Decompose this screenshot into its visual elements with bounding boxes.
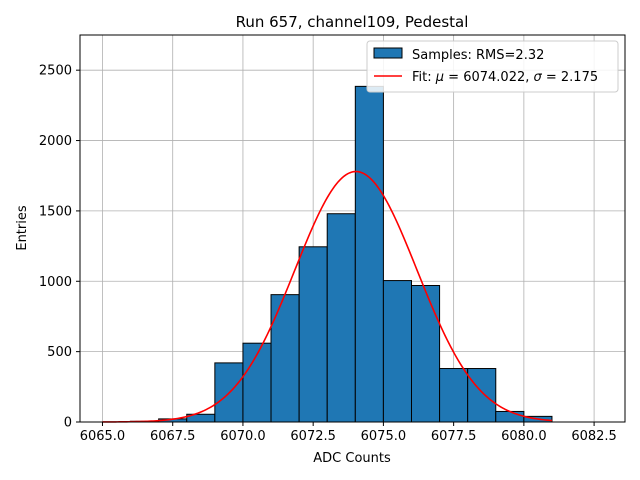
histogram-bar-5 (270, 294, 300, 423)
histogram-bar-10 (410, 284, 441, 423)
histogram-bar-7 (326, 213, 356, 423)
y-tick-label: 1000 (39, 275, 72, 290)
x-tick-label: 6070.0 (220, 429, 266, 444)
legend-histogram-label: Samples: RMS=2.32 (412, 48, 544, 63)
histogram-bar-13 (495, 410, 525, 423)
histogram-bar-8 (354, 85, 384, 423)
legend-histogram-swatch (373, 47, 403, 59)
legend-fit-label: Fit: μ = 6074.022, σ = 2.175 (412, 70, 598, 85)
x-tick-label: 6065.0 (80, 429, 126, 444)
histogram-bar-11 (439, 368, 469, 423)
axes: 6065.0 6067.5 6070.0 6072.5 6075.0 6077.5 6080… (39, 34, 626, 444)
x-tick-label: 6082.5 (571, 429, 617, 444)
y-tick-label: 2500 (39, 64, 72, 79)
x-tick-label: 6080.0 (501, 429, 547, 444)
legend-fit-prefix: Fit: (412, 70, 436, 85)
x-tick-label: 6077.5 (431, 429, 477, 444)
histogram-bar-12 (467, 368, 497, 423)
plot-frame (79, 34, 626, 423)
legend-fit-mu-symbol: μ (435, 70, 444, 85)
legend: Samples: RMS=2.32 Fit: μ = 6074.022, σ =… (366, 40, 619, 93)
legend-fit-sigma-symbol: σ (534, 70, 543, 85)
histogram-bar-9 (382, 280, 412, 423)
x-tick-label: 6067.5 (150, 429, 196, 444)
histogram-bar-6 (298, 246, 328, 423)
legend-fit-sigma-value: = 2.175 (542, 70, 598, 85)
legend-frame (366, 40, 619, 93)
y-axis-label: Entries (15, 205, 30, 251)
legend-fit-mu-value: = 6074.022, (444, 70, 533, 85)
fit-curve (102, 170, 553, 423)
y-tick-label: 2000 (39, 134, 72, 149)
x-tick-label: 6075.0 (361, 429, 407, 444)
chart-title: Run 657, channel109, Pedestal (236, 13, 469, 31)
y-tick-label: 500 (47, 345, 72, 360)
x-axis-label: ADC Counts (313, 451, 391, 466)
histogram-bars (130, 85, 553, 423)
x-tick-label: 6072.5 (290, 429, 336, 444)
y-tick-label: 0 (64, 416, 72, 431)
y-tick-label: 1500 (39, 204, 72, 219)
